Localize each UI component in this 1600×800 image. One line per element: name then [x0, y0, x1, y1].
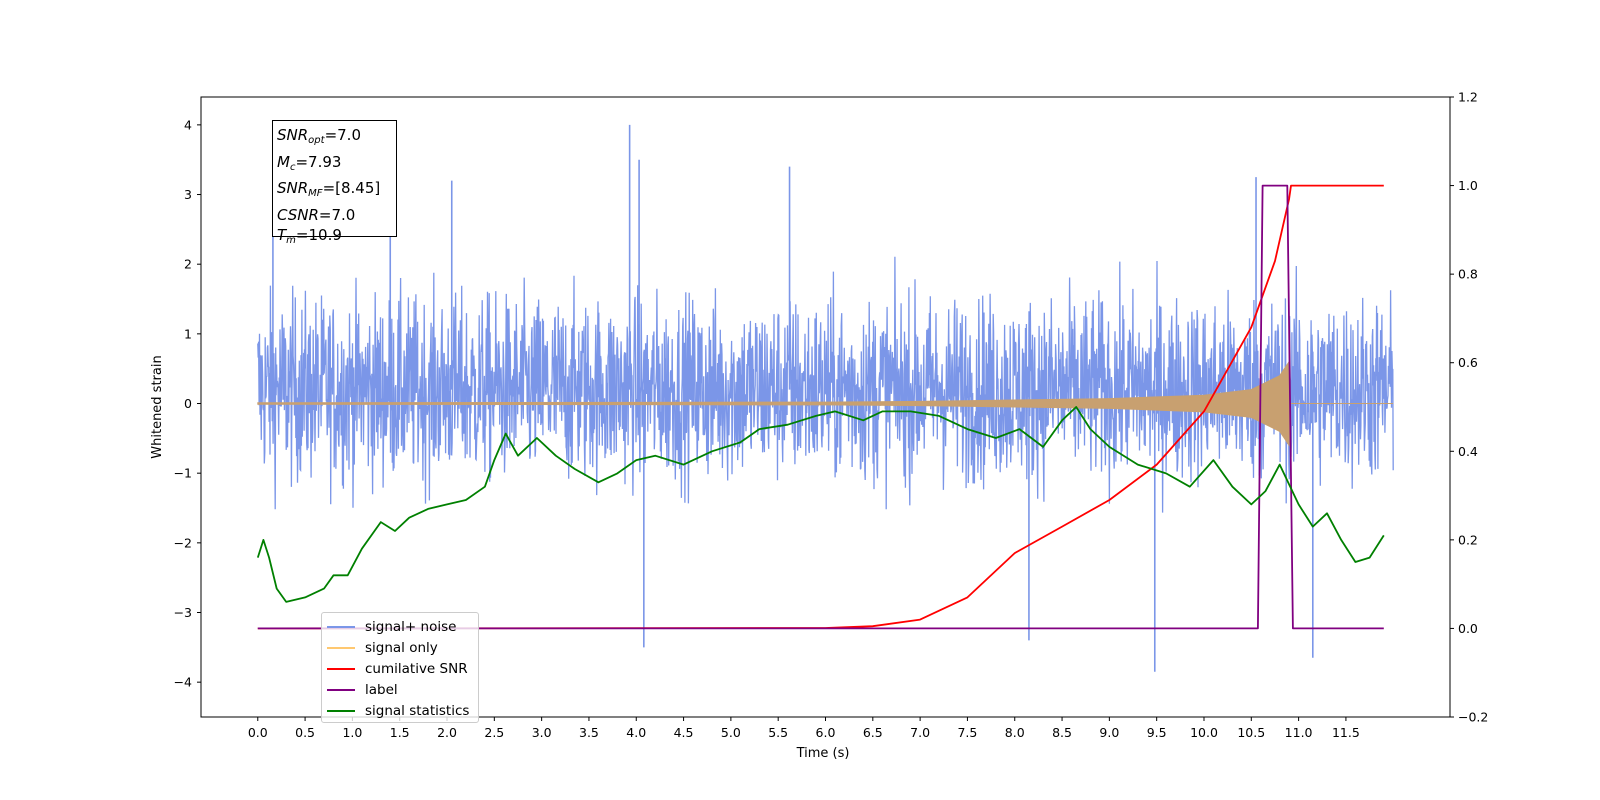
x-tick-label: 0.0 — [248, 725, 268, 740]
x-tick-label: 10.5 — [1237, 725, 1265, 740]
snr-mf-symbol: SNR — [277, 179, 309, 198]
x-tick-label: 5.0 — [721, 725, 741, 740]
x-tick-label: 7.0 — [910, 725, 930, 740]
y-axis-left-label: Whitened strain — [150, 355, 165, 458]
x-tick-label: 3.0 — [532, 725, 552, 740]
legend-item: cumilative SNR — [327, 658, 478, 679]
csnr-value: =7.0 — [318, 205, 356, 224]
series-cumulative-snr — [257, 184, 1384, 630]
x-tick-label: 11.5 — [1332, 725, 1360, 740]
legend-label: signal+ noise — [365, 618, 457, 635]
y-right-tick-label: 0.4 — [1458, 444, 1478, 459]
x-tick-label: 3.5 — [579, 725, 599, 740]
y-right-tick-label: 0.2 — [1458, 532, 1478, 547]
snr-opt-subscript: opt — [308, 135, 325, 146]
x-tick-label: 10.0 — [1190, 725, 1218, 740]
legend-item: signal+ noise — [327, 616, 478, 637]
x-tick-label: 4.0 — [626, 725, 646, 740]
signal-only-envelope — [257, 360, 1394, 447]
csnr-symbol: CSNR — [277, 205, 319, 224]
x-tick-label: 6.0 — [816, 725, 836, 740]
x-tick-label: 7.5 — [957, 725, 977, 740]
legend-item: label — [327, 679, 478, 700]
cumulative-snr-line — [257, 184, 1384, 630]
x-tick-label: 8.5 — [1052, 725, 1072, 740]
legend-label: label — [365, 681, 398, 698]
y-left-tick-label: 3 — [184, 187, 192, 202]
y-right-tick-label: 0.0 — [1458, 621, 1478, 636]
snr-mf-value: =[8.45] — [322, 179, 381, 198]
x-tick-label: 9.0 — [1099, 725, 1119, 740]
mc-symbol: M — [277, 152, 290, 171]
snr-opt-value: =7.0 — [324, 126, 361, 144]
legend-item: signal only — [327, 637, 478, 658]
y-left-tick-label: 0 — [184, 396, 192, 411]
x-tick-label: 2.5 — [484, 725, 504, 740]
x-tick-label: 6.5 — [863, 725, 883, 740]
legend-swatch — [327, 646, 355, 649]
mc-line: Mc=7.93 — [277, 152, 396, 179]
series-signal-noise — [257, 124, 1394, 672]
x-tick-label: 4.5 — [674, 725, 694, 740]
y-right-tick-label: 1.0 — [1458, 178, 1478, 193]
legend-label: signal only — [365, 639, 438, 656]
y-left-tick-label: 1 — [184, 326, 192, 341]
legend-swatch — [327, 709, 355, 712]
x-tick-label: 8.0 — [1005, 725, 1025, 740]
x-axis-label: Time (s) — [796, 746, 850, 761]
y-right-tick-label: 0.6 — [1458, 355, 1478, 370]
y-left-tick-label: 4 — [184, 117, 192, 132]
y-right-tick-label: 0.8 — [1458, 267, 1478, 282]
snr-opt-symbol: SNR — [277, 126, 309, 144]
legend: signal+ noise signal only cumilative SNR… — [321, 612, 479, 723]
y-right-tick-label: −0.2 — [1458, 710, 1488, 725]
legend-label: cumilative SNR — [365, 660, 468, 677]
legend-swatch — [327, 688, 355, 691]
csnr-line: CSNR=7.0 — [277, 205, 396, 226]
x-tick-label: 0.5 — [295, 725, 315, 740]
y-left-tick-label: −1 — [174, 466, 192, 481]
series-label — [257, 184, 1384, 630]
legend-swatch — [327, 667, 355, 670]
series-signal-statistics — [256, 406, 1385, 603]
label-line — [257, 184, 1384, 630]
x-tick-label: 5.5 — [768, 725, 788, 740]
signal-statistics-line — [256, 406, 1385, 603]
legend-label: signal statistics — [365, 702, 470, 719]
x-tick-label: 9.5 — [1147, 725, 1167, 740]
y-axis-right-ticks: −0.2 0.0 0.2 0.4 0.6 0.8 1.0 1.2 — [1450, 90, 1488, 725]
x-tick-label: 1.5 — [390, 725, 410, 740]
legend-swatch — [327, 625, 355, 628]
legend-item: signal statistics — [327, 700, 478, 721]
x-tick-label: 2.0 — [437, 725, 457, 740]
mc-value: =7.93 — [295, 152, 342, 171]
stats-annotation-box: SNRopt=7.0 Mc=7.93 SNRMF=[8.45] CSNR=7.0… — [272, 120, 397, 246]
y-left-tick-label: −2 — [174, 535, 192, 550]
series-signal-only — [257, 360, 1394, 447]
snr-mf-subscript: MF — [308, 188, 323, 200]
y-left-tick-label: 2 — [184, 257, 192, 272]
tm-symbol: T — [277, 226, 287, 245]
y-right-tick-label: 1.2 — [1458, 90, 1478, 105]
tm-subscript: m — [286, 235, 296, 247]
y-left-tick-label: −3 — [174, 605, 192, 620]
x-tick-label: 11.0 — [1285, 725, 1313, 740]
y-left-tick-label: −4 — [174, 675, 192, 690]
snr-opt-line: SNRopt=7.0 — [277, 125, 396, 152]
tm-value: =10.9 — [295, 226, 342, 245]
y-axis-left-ticks: −4 −3 −2 −1 0 1 2 3 4 — [174, 117, 201, 690]
snr-mf-line: SNRMF=[8.45] — [277, 178, 396, 205]
x-axis-ticks: 0.0 0.5 1.0 1.5 2.0 2.5 3.0 3.5 4.0 4.5 5.0 5.5 6.0 6… — [248, 717, 1360, 740]
mc-subscript: c — [289, 161, 296, 173]
tm-line: Tm=10.9 — [277, 225, 396, 252]
x-tick-label: 1.0 — [342, 725, 362, 740]
